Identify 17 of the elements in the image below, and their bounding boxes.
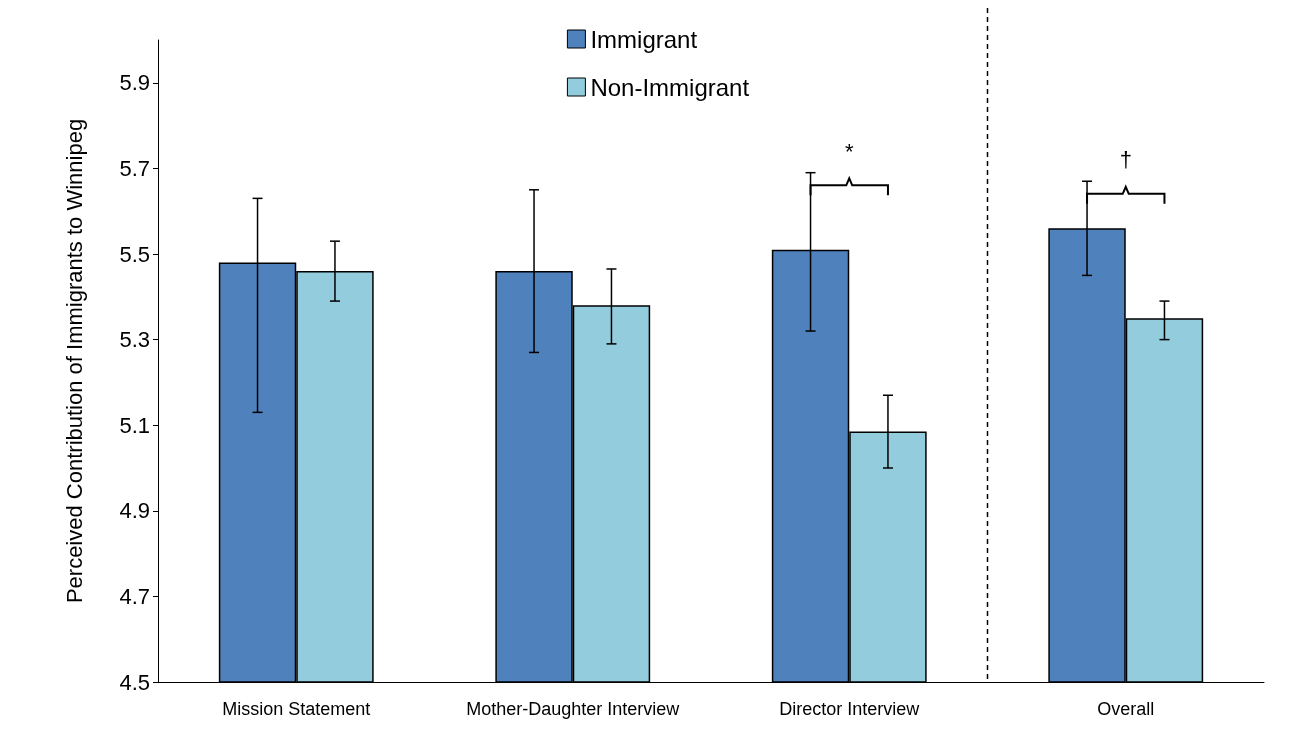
y-tick-label: 5.9 <box>119 70 150 96</box>
y-tick-label: 5.1 <box>119 412 150 438</box>
legend-label: Immigrant <box>590 25 698 53</box>
y-tick-label: 5.7 <box>119 155 150 181</box>
y-tick-label: 4.9 <box>119 498 150 524</box>
x-tick-label: Director Interview <box>779 699 921 719</box>
y-tick-label: 5.5 <box>119 241 150 267</box>
annotation: * <box>844 138 854 164</box>
y-tick-label: 4.5 <box>119 669 150 695</box>
x-tick-label: Mother-Daughter Interview <box>466 699 681 719</box>
x-tick-label: Overall <box>1097 699 1155 719</box>
x-tick-label: Mission Statement <box>222 699 371 719</box>
y-tick-label: 4.7 <box>119 583 150 609</box>
y-tick-label: 5.3 <box>119 327 150 353</box>
annotation: † <box>1119 147 1132 173</box>
legend-label: Non-Immigrant <box>590 73 750 101</box>
y-axis-title: Perceived Contribution of Immigrants to Winnipeg <box>61 118 87 604</box>
